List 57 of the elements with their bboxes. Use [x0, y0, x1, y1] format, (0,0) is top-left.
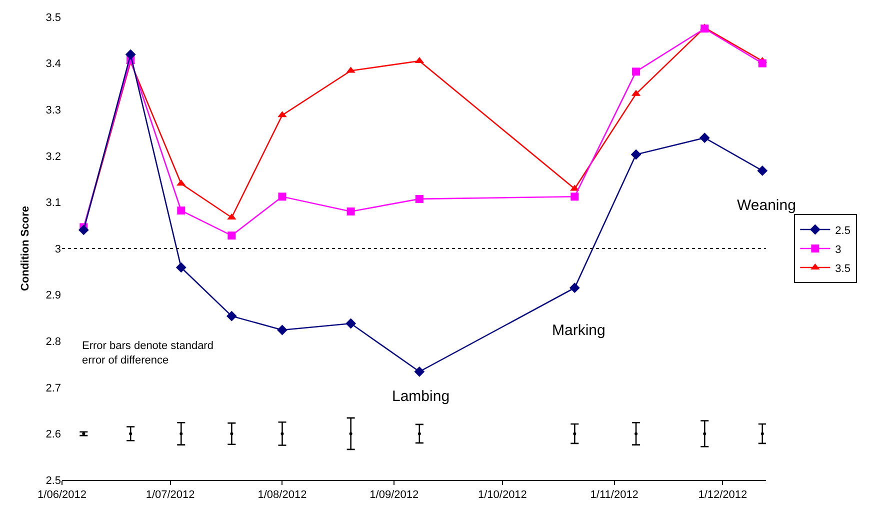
- legend-label: 3.5: [835, 262, 850, 275]
- point: [570, 192, 579, 201]
- point: [415, 194, 424, 203]
- point: [700, 24, 709, 33]
- y-tick-label: 3.2: [46, 150, 61, 163]
- y-tick-label: 3.5: [46, 12, 61, 24]
- point: [757, 166, 768, 176]
- point: [630, 149, 642, 160]
- point: [129, 432, 132, 436]
- y-tick-label: 2.9: [46, 290, 61, 302]
- point: [228, 232, 236, 240]
- point: [230, 432, 234, 436]
- annotation: Marking: [552, 322, 606, 339]
- legend-label: 3: [835, 244, 842, 256]
- y-axis-title: Condition Score: [19, 206, 32, 291]
- y-tick-label: 3: [54, 243, 61, 256]
- point: [414, 366, 425, 377]
- point: [703, 432, 706, 436]
- annotation: Weaning: [737, 197, 796, 214]
- y-tick-label: 3.1: [46, 197, 61, 210]
- y-tick-label: 3.3: [46, 104, 61, 116]
- annotation: Error bars denote standard error of difference: [82, 340, 214, 366]
- y-tick-label: 2.8: [46, 336, 61, 348]
- x-tick-label: 1/08/2012: [258, 489, 307, 502]
- point: [277, 324, 288, 336]
- x-tick-label: 1/10/2012: [478, 489, 527, 502]
- x-tick-label: 1/09/2012: [370, 489, 419, 502]
- point: [278, 192, 286, 201]
- point: [758, 59, 766, 68]
- point: [573, 432, 576, 436]
- point: [634, 432, 638, 436]
- x-tick-label: 1/06/2012: [38, 489, 86, 502]
- point: [226, 310, 237, 322]
- x-tick-label: 1/11/2012: [590, 489, 638, 502]
- x-tick-label: 1/12/2012: [698, 489, 748, 502]
- y-tick-label: 2.7: [46, 382, 61, 394]
- annotation: Lambing: [392, 388, 450, 405]
- point: [176, 262, 186, 273]
- point: [180, 432, 183, 436]
- point: [760, 432, 764, 436]
- point: [346, 207, 355, 216]
- y-tick-label: 2.5: [46, 474, 61, 487]
- point: [699, 132, 710, 144]
- point: [349, 432, 352, 436]
- x-tick-label: 1/07/2012: [146, 489, 195, 502]
- point: [346, 318, 356, 329]
- point: [632, 68, 640, 76]
- point: [418, 432, 421, 436]
- point: [125, 49, 136, 60]
- y-tick-label: 2.6: [46, 428, 61, 441]
- point: [177, 206, 186, 215]
- y-tick-label: 3.4: [46, 58, 61, 70]
- legend-label: 2.5: [835, 224, 850, 237]
- point: [569, 282, 580, 294]
- point: [78, 224, 89, 236]
- point: [82, 432, 86, 436]
- point: [280, 432, 284, 436]
